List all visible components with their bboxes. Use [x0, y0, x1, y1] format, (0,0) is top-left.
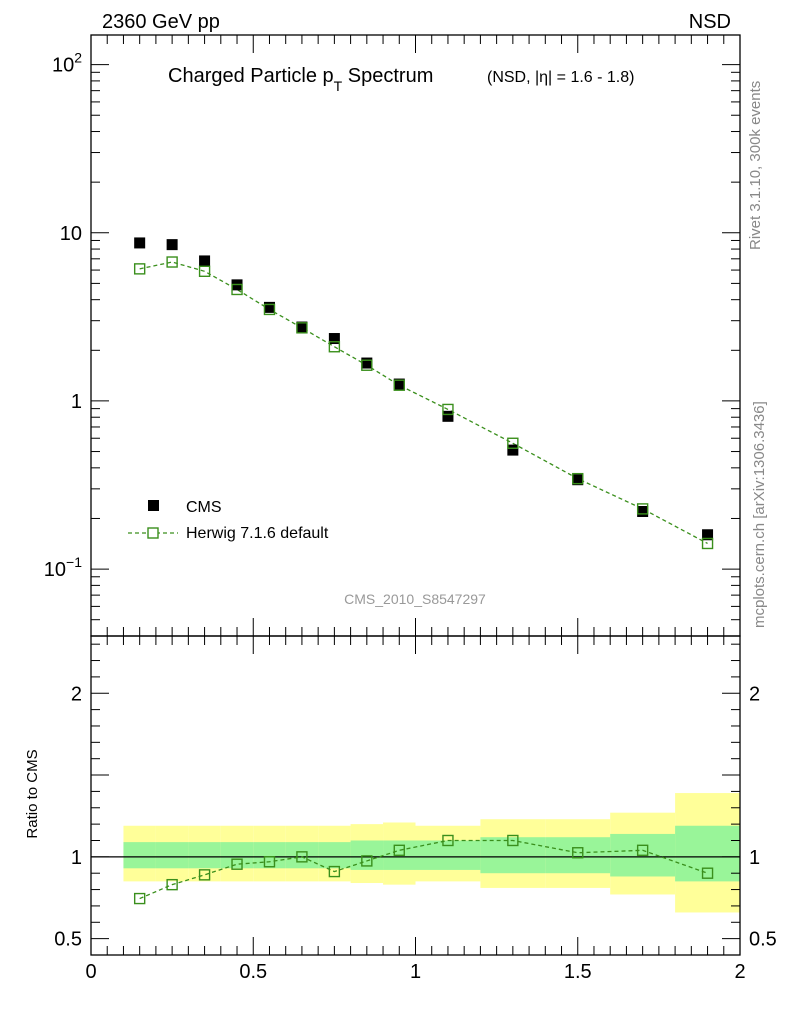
- ratio-herwig-point: [361, 855, 373, 867]
- plot-title-qualifier: (NSD, |η| = 1.6 - 1.8): [487, 69, 634, 86]
- ratio-y-tick-label: 1: [71, 847, 82, 869]
- ratio-y-tick-label-right: 2: [749, 683, 760, 705]
- ratio-herwig-point: [393, 844, 405, 857]
- axis-ticks: [90, 35, 741, 956]
- herwig-line: [139, 261, 708, 545]
- y-tick-label: 1: [71, 391, 82, 413]
- header-process-label: NSD: [689, 11, 731, 33]
- herwig-point: [393, 379, 405, 391]
- legend: CMS Herwig 7.1.6 default: [128, 499, 329, 542]
- ratio-herwig-line: [139, 839, 708, 900]
- ratio-band-inner: [675, 825, 740, 882]
- cms-data-point: [296, 321, 308, 333]
- x-tick-label: 0.5: [239, 961, 267, 983]
- ratio-y-tick-label: 2: [71, 683, 82, 705]
- cms-data-point: [199, 255, 211, 267]
- cms-data-point: [637, 506, 649, 518]
- legend-cms-label: CMS: [186, 499, 222, 516]
- ratio-band-inner: [188, 842, 221, 869]
- plot-title: Charged Particle pT Spectrum: [168, 65, 433, 94]
- ratio-herwig-point: [166, 878, 178, 891]
- ratio-y-tick-label-right: 1: [749, 847, 760, 869]
- ratio-herwig-point: [328, 865, 341, 878]
- x-tick-label: 2: [734, 961, 745, 983]
- y-tick-label: 102: [52, 50, 82, 77]
- ratio-band-inner: [220, 842, 254, 869]
- x-tick-label: 0: [85, 961, 96, 983]
- data-marks: [91, 237, 740, 905]
- ratio-band-inner: [545, 837, 611, 874]
- ratio-herwig-point: [198, 869, 211, 881]
- legend-cms-marker: [148, 500, 159, 511]
- ratio-uncertainty-bands: [123, 793, 740, 913]
- ratio-band-inner: [318, 842, 351, 869]
- cms-data-point: [328, 333, 340, 345]
- ratio-plot-frame: [90, 635, 741, 956]
- x-tick-label: 1.5: [564, 961, 592, 983]
- herwig-point: [572, 472, 584, 485]
- herwig-point: [328, 341, 341, 353]
- y-tick-label: 10−1: [44, 554, 82, 581]
- cms-data-point: [263, 301, 275, 313]
- main-plot-frame: [90, 34, 741, 637]
- plot-title-main: Charged Particle p: [168, 65, 334, 87]
- ratio-band-inner: [285, 842, 319, 869]
- x-tick-label: 1: [410, 961, 421, 983]
- ratio-y-tick-label: 0.5: [54, 929, 82, 951]
- y-tick-label: 10: [60, 223, 82, 245]
- ratio-band-inner: [253, 842, 286, 869]
- herwig-point: [231, 283, 243, 296]
- cms-data-point: [361, 357, 373, 369]
- legend-herwig-label: Herwig 7.1.6 default: [186, 525, 329, 542]
- ratio-herwig-point: [507, 834, 519, 847]
- header-energy-label: 2360 GeV pp: [102, 11, 220, 33]
- plot-title-rest: Spectrum: [342, 65, 433, 87]
- cms-data-point: [166, 239, 178, 251]
- ratio-herwig-point: [442, 834, 454, 847]
- ratio-herwig-point: [133, 892, 146, 905]
- cms-data-point: [134, 237, 146, 249]
- cms-data-point: [442, 410, 454, 422]
- herwig-point: [198, 265, 211, 278]
- herwig-point: [361, 359, 373, 371]
- cms-data-point: [393, 378, 405, 390]
- cms-data-point: [702, 529, 714, 541]
- ratio-y-axis-label: Ratio to CMS: [24, 749, 41, 838]
- ratio-herwig-point: [263, 856, 276, 868]
- legend-herwig-marker: [147, 527, 159, 539]
- sidebar-rivet-label: Rivet 3.1.10, 300k events: [747, 81, 764, 250]
- ratio-band-inner: [155, 842, 189, 869]
- sidebar-source-label: mcplots.cern.ch [arXiv:1306.3436]: [751, 401, 768, 628]
- ratio-band-inner: [123, 842, 156, 869]
- herwig-point: [296, 322, 308, 334]
- herwig-point: [636, 503, 649, 515]
- herwig-point: [263, 303, 276, 316]
- cms-data-point: [507, 444, 519, 456]
- herwig-point: [701, 537, 714, 550]
- herwig-point: [133, 263, 146, 275]
- ratio-y-tick-label-right: 0.5: [749, 929, 777, 951]
- herwig-point: [166, 256, 178, 268]
- ratio-herwig-point: [636, 844, 649, 857]
- herwig-point: [507, 437, 519, 449]
- herwig-point: [442, 403, 454, 416]
- plot-title-subscript: T: [334, 78, 343, 94]
- ratio-band-inner: [480, 837, 546, 874]
- ratio-herwig-point: [572, 847, 584, 859]
- ratio-herwig-point: [701, 867, 714, 879]
- ratio-herwig-point: [231, 858, 243, 870]
- analysis-watermark: CMS_2010_S8547297: [344, 591, 486, 607]
- ratio-herwig-point: [296, 851, 308, 863]
- cms-data-point: [572, 474, 584, 486]
